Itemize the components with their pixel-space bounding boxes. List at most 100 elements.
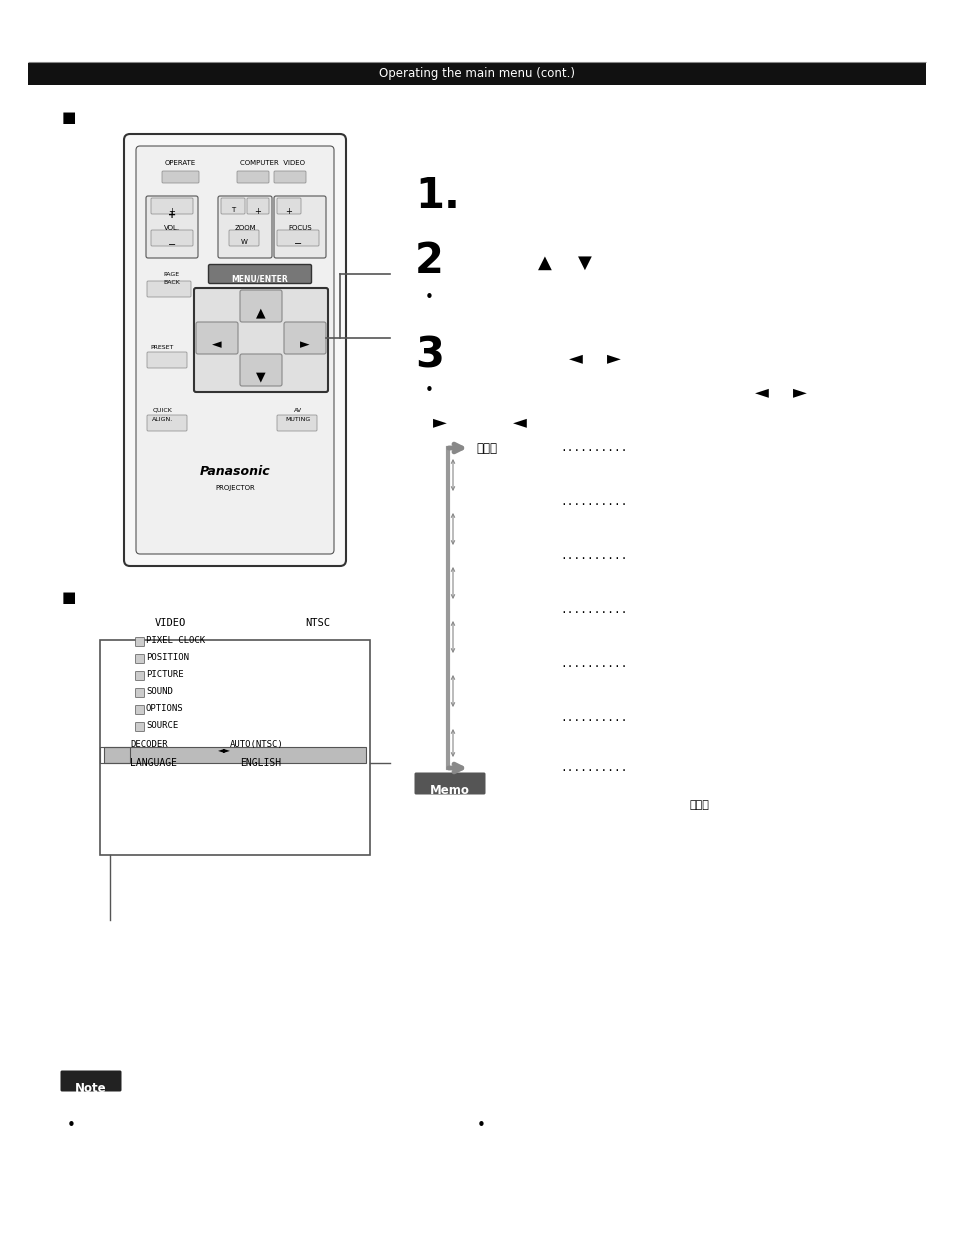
Text: COMPUTER  VIDEO: COMPUTER VIDEO: [240, 161, 305, 165]
Text: +: +: [169, 207, 175, 216]
Text: ENGLISH: ENGLISH: [240, 758, 281, 768]
Text: ▼: ▼: [578, 254, 591, 272]
Text: ..........: ..........: [559, 713, 627, 722]
FancyBboxPatch shape: [274, 170, 306, 183]
Text: Operating the main menu (cont.): Operating the main menu (cont.): [378, 68, 575, 80]
Text: ..........: ..........: [559, 763, 627, 773]
Text: AUTO(NTSC): AUTO(NTSC): [230, 740, 283, 748]
Text: VIDEO: VIDEO: [154, 618, 186, 629]
FancyBboxPatch shape: [195, 322, 237, 354]
Text: PAGE: PAGE: [163, 272, 179, 277]
FancyBboxPatch shape: [221, 198, 245, 214]
FancyBboxPatch shape: [276, 230, 318, 246]
FancyBboxPatch shape: [135, 655, 144, 663]
Text: OPTIONS: OPTIONS: [146, 704, 183, 713]
Text: QUICK: QUICK: [152, 408, 172, 412]
Text: +: +: [285, 207, 293, 216]
FancyBboxPatch shape: [135, 705, 144, 715]
Text: ◄: ◄: [513, 412, 526, 431]
Text: Note: Note: [75, 1082, 107, 1095]
Bar: [28, 63, 925, 85]
Text: 1.: 1.: [415, 175, 459, 217]
Text: PIXEL CLOCK: PIXEL CLOCK: [146, 636, 205, 645]
FancyBboxPatch shape: [240, 290, 282, 322]
Text: 2: 2: [415, 240, 443, 282]
FancyBboxPatch shape: [162, 170, 199, 183]
Text: SOURCE: SOURCE: [146, 721, 178, 730]
Text: OPERATE: OPERATE: [165, 161, 196, 165]
FancyBboxPatch shape: [236, 170, 269, 183]
Text: ..........: ..........: [559, 551, 627, 561]
Text: T: T: [231, 207, 234, 212]
Text: 日本語: 日本語: [689, 800, 709, 810]
Text: LANGUAGE: LANGUAGE: [130, 758, 177, 768]
FancyBboxPatch shape: [276, 415, 316, 431]
Text: PRESET: PRESET: [150, 345, 173, 350]
Text: •: •: [424, 290, 434, 305]
Text: ..........: ..........: [559, 605, 627, 615]
Text: •: •: [476, 1118, 485, 1132]
Text: ►: ►: [606, 350, 620, 367]
FancyBboxPatch shape: [147, 282, 191, 296]
Text: 3: 3: [415, 335, 443, 377]
Text: ■: ■: [62, 590, 76, 605]
Text: VOL.: VOL.: [164, 225, 180, 231]
Text: W: W: [240, 240, 247, 245]
Text: ◄: ◄: [754, 383, 768, 401]
Text: ▲: ▲: [256, 306, 266, 319]
Text: +: +: [254, 207, 261, 216]
Text: +: +: [168, 210, 176, 220]
Text: POSITION: POSITION: [146, 653, 189, 662]
FancyBboxPatch shape: [124, 135, 346, 566]
FancyBboxPatch shape: [193, 288, 328, 391]
Text: ALIGN.: ALIGN.: [152, 417, 173, 422]
Text: −: −: [168, 240, 176, 249]
FancyBboxPatch shape: [151, 198, 193, 214]
Text: •: •: [424, 383, 434, 398]
FancyBboxPatch shape: [276, 198, 301, 214]
FancyBboxPatch shape: [240, 354, 282, 387]
Text: ►: ►: [433, 412, 446, 431]
FancyBboxPatch shape: [229, 230, 258, 246]
FancyBboxPatch shape: [414, 773, 485, 794]
Text: ◄►: ◄►: [218, 745, 231, 755]
Text: •: •: [67, 1118, 76, 1132]
Text: ◄: ◄: [569, 350, 582, 367]
Text: BACK: BACK: [163, 280, 180, 285]
FancyBboxPatch shape: [209, 264, 312, 284]
FancyBboxPatch shape: [274, 196, 326, 258]
Bar: [100, 640, 370, 855]
Text: PROJECTOR: PROJECTOR: [214, 485, 254, 492]
Bar: [104, 747, 366, 763]
Text: ►: ►: [792, 383, 806, 401]
Text: Memo: Memo: [430, 784, 470, 797]
FancyBboxPatch shape: [218, 196, 272, 258]
FancyBboxPatch shape: [146, 196, 198, 258]
Text: FOCUS: FOCUS: [288, 225, 312, 231]
Text: ►: ►: [300, 338, 310, 351]
FancyBboxPatch shape: [135, 672, 144, 680]
FancyBboxPatch shape: [151, 230, 193, 246]
Text: AV: AV: [294, 408, 302, 412]
Text: ■: ■: [62, 110, 76, 125]
Text: NTSC: NTSC: [305, 618, 330, 629]
Text: PICTURE: PICTURE: [146, 671, 183, 679]
Text: ◄: ◄: [212, 338, 222, 351]
FancyBboxPatch shape: [135, 722, 144, 731]
Text: ..........: ..........: [559, 659, 627, 669]
FancyBboxPatch shape: [147, 352, 187, 368]
FancyBboxPatch shape: [284, 322, 326, 354]
Bar: [100, 747, 130, 763]
Text: DECODER: DECODER: [130, 740, 168, 748]
Text: Panasonic: Panasonic: [199, 466, 270, 478]
Text: SOUND: SOUND: [146, 687, 172, 697]
FancyBboxPatch shape: [135, 637, 144, 646]
FancyBboxPatch shape: [136, 146, 334, 555]
Text: 日本語: 日本語: [476, 441, 497, 454]
Text: ..........: ..........: [559, 496, 627, 508]
Text: ▲: ▲: [537, 254, 552, 272]
Text: −: −: [294, 240, 302, 249]
FancyBboxPatch shape: [135, 688, 144, 698]
FancyBboxPatch shape: [147, 415, 187, 431]
Text: ZOOM: ZOOM: [233, 225, 255, 231]
